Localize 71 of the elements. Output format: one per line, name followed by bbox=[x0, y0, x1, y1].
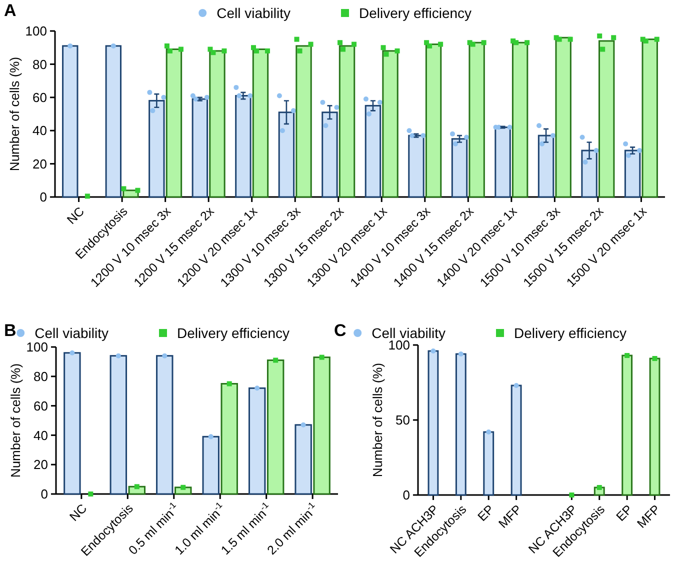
y-tick-label: 60 bbox=[34, 398, 48, 414]
bar bbox=[624, 150, 641, 198]
bar bbox=[202, 436, 220, 495]
bar bbox=[598, 40, 615, 198]
bar bbox=[642, 38, 658, 198]
bar bbox=[494, 126, 511, 198]
point bbox=[514, 383, 519, 388]
bar bbox=[510, 384, 522, 496]
y-tick-label: 100 bbox=[26, 340, 48, 355]
y-tick-label: 80 bbox=[34, 368, 48, 384]
bar bbox=[266, 359, 284, 495]
bar bbox=[555, 36, 572, 198]
bar bbox=[252, 48, 269, 198]
legend-label: Delivery efficiency bbox=[177, 324, 290, 341]
chart-title: C bbox=[334, 321, 346, 340]
bar bbox=[338, 45, 356, 198]
y-tick-label: 80 bbox=[32, 56, 47, 72]
legend-label: Cell viability bbox=[216, 4, 291, 21]
bar bbox=[62, 45, 78, 198]
legend-label: Cell viability bbox=[34, 324, 109, 341]
bar bbox=[451, 138, 468, 198]
y-tick-label: 40 bbox=[32, 123, 47, 138]
bar bbox=[483, 431, 494, 496]
y-tick-label: 50 bbox=[396, 412, 410, 428]
point bbox=[569, 492, 574, 498]
bar bbox=[192, 98, 208, 198]
y-axis-title: Number of cells (%) bbox=[8, 363, 23, 478]
x-tick-label: EP bbox=[475, 502, 497, 524]
bar bbox=[110, 355, 128, 495]
y-axis-title: Number of cells (%) bbox=[370, 362, 385, 478]
x-tick-label: EP bbox=[614, 502, 636, 524]
y-tick-label: 40 bbox=[34, 428, 48, 443]
bar bbox=[512, 42, 528, 198]
y-tick-label: 20 bbox=[32, 156, 47, 172]
legend-label: Delivery efficiency bbox=[514, 324, 627, 341]
bar bbox=[248, 387, 266, 495]
y-tick-label: 0 bbox=[40, 190, 47, 205]
bar bbox=[294, 424, 312, 495]
bar bbox=[122, 190, 139, 198]
bar bbox=[382, 50, 398, 198]
point bbox=[486, 430, 492, 434]
point bbox=[624, 353, 630, 358]
bar bbox=[209, 50, 226, 198]
point bbox=[596, 485, 602, 490]
bar bbox=[105, 45, 122, 198]
chart-title: B bbox=[4, 321, 16, 340]
y-tick-label: 0 bbox=[402, 488, 410, 503]
point bbox=[458, 352, 464, 356]
bar bbox=[235, 94, 252, 198]
y-axis-title: Number of cells (%) bbox=[7, 56, 22, 172]
point bbox=[652, 356, 658, 361]
bar bbox=[156, 355, 174, 495]
y-tick-label: 100 bbox=[25, 24, 47, 39]
bar bbox=[455, 353, 466, 496]
bar bbox=[425, 44, 442, 198]
point bbox=[430, 348, 436, 354]
bar bbox=[166, 48, 182, 198]
bar bbox=[468, 42, 485, 198]
y-tick-label: 0 bbox=[40, 486, 48, 502]
legend-label: Delivery efficiency bbox=[359, 4, 472, 21]
y-tick-label: 20 bbox=[34, 457, 48, 472]
bar bbox=[408, 134, 424, 198]
bar bbox=[428, 350, 439, 496]
bar bbox=[220, 383, 238, 495]
chart-title: A bbox=[4, 1, 16, 20]
y-tick-label: 60 bbox=[32, 90, 47, 105]
bar bbox=[313, 356, 330, 495]
bar bbox=[649, 358, 660, 496]
bar bbox=[296, 45, 312, 198]
bar bbox=[622, 354, 633, 496]
bar bbox=[64, 352, 81, 495]
